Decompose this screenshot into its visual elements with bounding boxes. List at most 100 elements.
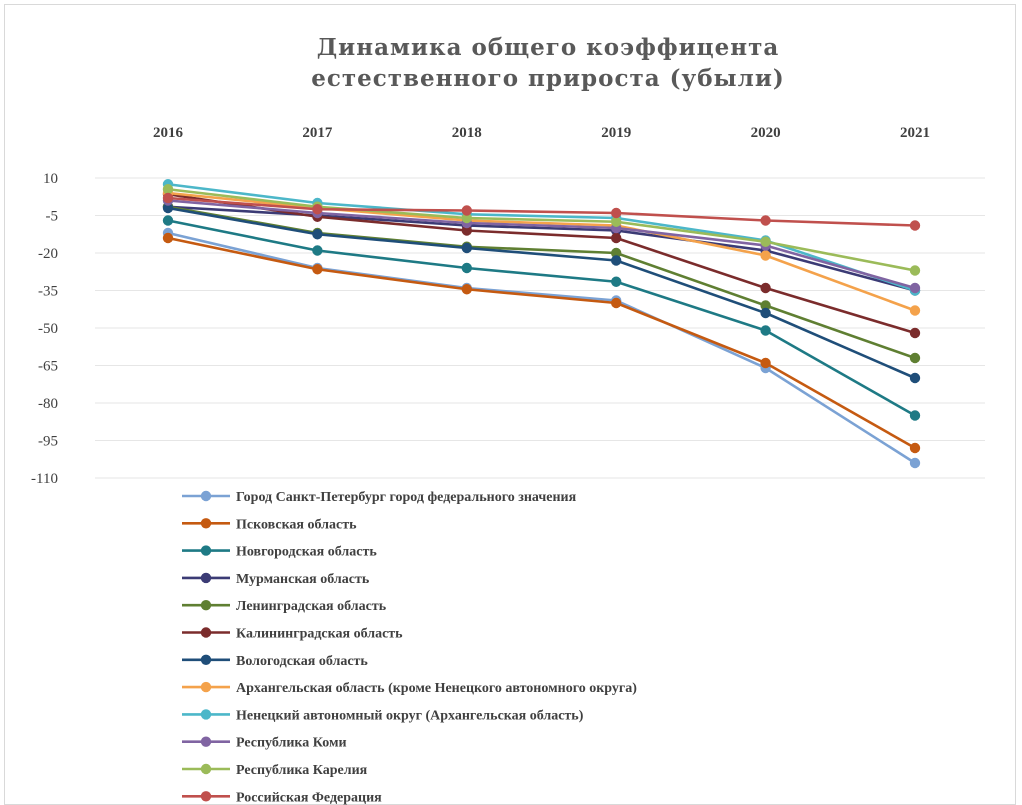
x-tick-label: 2017 [302,125,333,141]
series-line [167,205,916,360]
legend-label: Вологодская область [236,654,368,669]
chart-title-line-1: Динамика общего коэффицента [317,34,780,61]
series-0 [162,227,921,469]
legend-label: Псковская область [236,517,357,532]
series-1 [162,232,921,454]
data-point [461,225,472,236]
data-point [312,264,323,275]
series-lines [162,179,921,469]
legend-marker [200,709,212,720]
series-6 [162,202,921,384]
legend-item: Архангельская область (кроме Ненецкого а… [182,681,637,696]
data-point [162,192,174,204]
series-line [167,182,916,292]
data-point [909,220,921,231]
y-tick-label: -5 [46,209,59,225]
data-point [312,229,323,240]
legend-label: Ленинградская область [236,599,387,614]
data-point [909,282,921,294]
data-point [162,215,174,226]
y-tick-label: -110 [31,471,58,487]
chart-frame [4,4,1016,805]
series-9 [162,195,921,294]
x-tick-label: 2019 [601,125,631,141]
legend-item: Город Санкт-Петербург город федерального… [182,490,577,505]
data-point [760,307,771,319]
legend-item: Российская Федерация [182,790,382,805]
data-point [461,205,472,216]
data-point [909,457,921,469]
data-point [312,245,323,256]
legend-marker [200,654,212,665]
data-point [760,325,771,336]
x-tick-label: 2018 [452,125,482,141]
legend: Город Санкт-Петербург город федерального… [182,490,637,805]
data-point [162,202,174,214]
y-tick-label: -20 [38,246,58,262]
y-tick-label: -50 [38,321,58,337]
data-point [461,242,472,254]
data-point [760,215,771,226]
series-line [167,192,916,335]
x-tick-label: 2016 [153,125,184,141]
legend-label: Российская Федерация [236,790,382,805]
legend-item: Мурманская область [182,572,370,587]
data-point [461,262,472,274]
legend-item: Калининградская область [182,627,403,642]
chart-title-line-2: естественного прироста (убыли) [311,65,785,92]
data-point [760,357,771,369]
legend-item: Республика Карелия [182,763,368,778]
legend-item: Псковская область [182,517,357,532]
legend-marker [200,763,212,775]
legend-marker [200,736,212,747]
legend-marker [200,791,212,802]
series-line [167,196,916,227]
data-point [909,265,921,276]
data-point [909,327,921,339]
legend-label: Республика Карелия [236,763,368,778]
legend-marker [200,545,212,556]
series-line [167,191,916,312]
legend-label: Республика Коми [236,736,347,751]
x-axis-ticks: 2016 2017 2018 2019 2020 2021 [153,125,930,141]
legend-label: Город Санкт-Петербург город федерального… [236,490,577,505]
y-tick-label: 10 [43,171,58,187]
legend-marker [200,627,212,638]
series-line [167,236,916,450]
legend-item: Вологодская область [182,654,368,669]
data-point [461,284,472,295]
legend-marker [200,600,212,611]
data-point [611,247,622,259]
legend-label: Новгородская область [236,545,377,560]
y-tick-label: -95 [38,434,58,450]
y-tick-label: -80 [38,396,58,412]
data-point [162,184,174,195]
y-tick-label: -35 [38,284,58,300]
series-line [167,206,916,380]
series-line [167,187,916,272]
data-point [909,352,921,364]
legend-marker [200,572,212,584]
series-line [167,199,916,290]
data-point [760,250,771,261]
data-point [611,297,622,309]
data-point [461,212,472,224]
data-point [909,305,921,316]
x-tick-label: 2021 [900,125,930,141]
data-point [611,276,622,287]
y-tick-label: -65 [38,359,58,375]
data-point [312,204,323,215]
x-tick-label: 2020 [751,125,781,141]
data-point [909,372,921,384]
legend-marker [200,490,212,502]
data-point [611,207,622,219]
data-point [611,216,622,227]
data-point [611,255,622,266]
legend-label: Калининградская область [236,627,403,642]
data-point [909,442,921,454]
legend-item: Ленинградская область [182,599,387,614]
data-point [611,232,622,244]
legend-item: Новгородская область [182,545,377,560]
series-line [167,219,916,417]
